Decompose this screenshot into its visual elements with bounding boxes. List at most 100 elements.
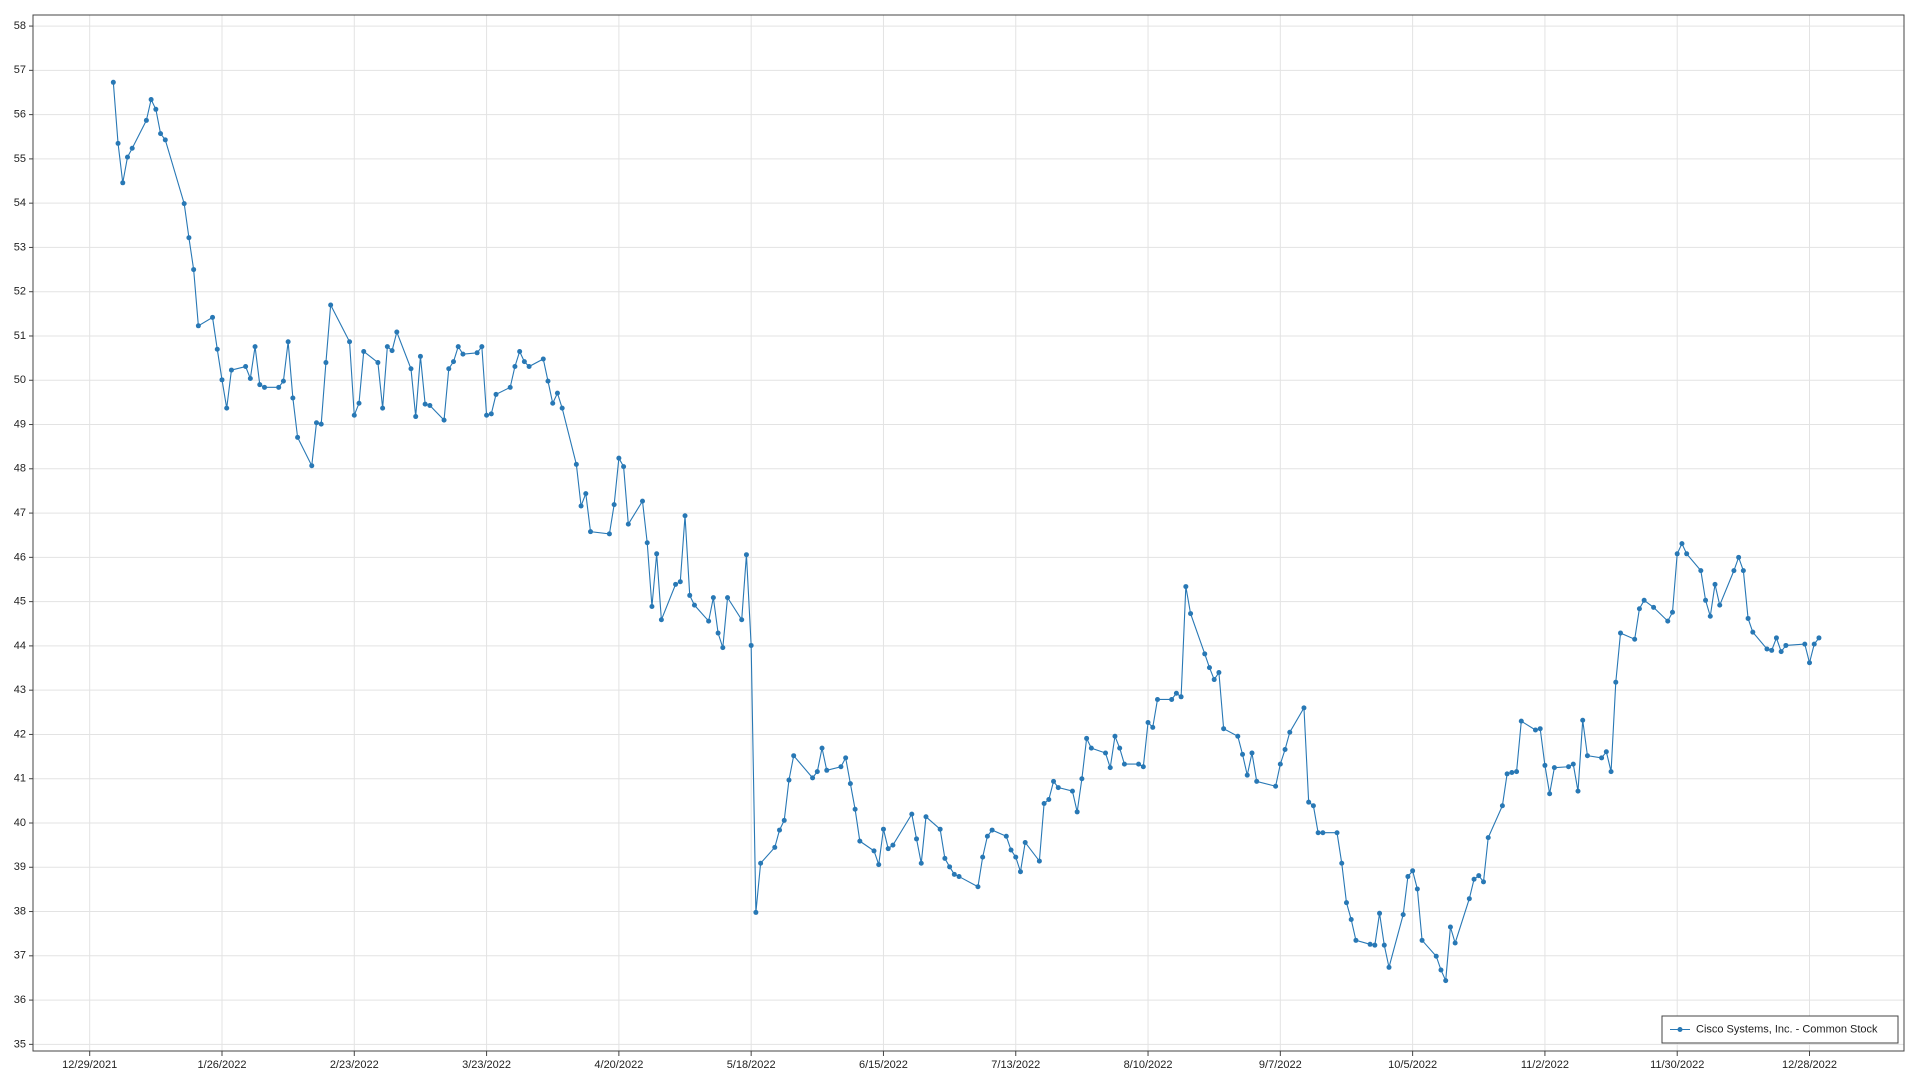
data-point	[1679, 541, 1685, 547]
data-point	[753, 909, 759, 915]
data-point	[1282, 746, 1288, 752]
data-point	[550, 400, 556, 406]
data-point	[715, 630, 721, 636]
y-tick-label: 54	[14, 197, 26, 209]
y-tick-label: 41	[14, 773, 26, 785]
x-tick-label: 6/15/2022	[859, 1059, 908, 1071]
data-point	[323, 360, 329, 366]
data-point	[228, 367, 234, 373]
x-tick-label: 2/23/2022	[330, 1059, 379, 1071]
y-tick-label: 46	[14, 551, 26, 563]
data-point	[162, 137, 168, 143]
data-point	[422, 401, 428, 407]
data-point	[923, 814, 929, 820]
data-point	[474, 350, 480, 356]
data-point	[1173, 690, 1179, 696]
data-point	[781, 817, 787, 823]
x-tick-label: 7/13/2022	[991, 1059, 1040, 1071]
data-point	[1698, 568, 1704, 574]
data-point	[1051, 778, 1057, 784]
data-point	[975, 884, 981, 890]
data-point	[677, 579, 683, 585]
y-tick-label: 47	[14, 507, 26, 519]
data-point	[611, 502, 617, 508]
data-point	[380, 405, 386, 411]
data-point	[1008, 847, 1014, 853]
data-point	[725, 595, 731, 601]
data-point	[384, 344, 390, 350]
data-point	[644, 540, 650, 546]
data-point	[1504, 771, 1510, 777]
data-point	[1485, 835, 1491, 841]
data-point	[706, 618, 712, 624]
data-point	[980, 854, 986, 860]
data-point	[1476, 873, 1482, 879]
data-point	[1244, 772, 1250, 778]
data-point	[1802, 641, 1808, 647]
data-point	[1651, 604, 1657, 610]
data-point	[786, 777, 792, 783]
y-tick-label: 58	[14, 20, 26, 32]
data-point	[748, 642, 754, 648]
grid	[33, 15, 1904, 1051]
data-point	[1599, 755, 1605, 761]
data-point	[852, 806, 858, 812]
data-point	[1532, 727, 1538, 733]
x-tick-label: 1/26/2022	[198, 1059, 247, 1071]
data-point	[758, 860, 764, 866]
data-point	[526, 364, 532, 370]
data-point	[777, 827, 783, 833]
y-tick-label: 35	[14, 1038, 26, 1050]
data-point	[1740, 568, 1746, 574]
data-point	[1079, 776, 1085, 782]
data-point	[1580, 717, 1586, 723]
data-point	[1178, 694, 1184, 700]
data-point	[313, 420, 319, 426]
data-point	[347, 339, 353, 345]
data-point	[1377, 910, 1383, 916]
data-point	[521, 359, 527, 365]
data-point	[1372, 942, 1378, 948]
data-point	[1003, 833, 1009, 839]
data-point	[417, 353, 423, 359]
data-point	[876, 862, 882, 868]
x-tick-label: 3/23/2022	[462, 1059, 511, 1071]
data-point	[1731, 568, 1737, 574]
data-point	[493, 391, 499, 397]
y-tick-label: 57	[14, 64, 26, 76]
data-point	[120, 180, 126, 186]
data-point	[1154, 696, 1160, 702]
data-point	[1041, 801, 1047, 807]
data-point	[682, 513, 688, 519]
y-tick-label: 40	[14, 817, 26, 829]
x-tick-label: 9/7/2022	[1259, 1059, 1302, 1071]
data-point	[810, 775, 816, 781]
data-point	[1221, 726, 1227, 732]
data-point	[460, 351, 466, 357]
data-point	[1046, 797, 1052, 803]
data-point	[488, 411, 494, 417]
legend: Cisco Systems, Inc. - Common Stock	[1661, 1015, 1899, 1044]
data-point	[110, 79, 116, 85]
y-tick-label: 49	[14, 418, 26, 430]
data-point	[1613, 679, 1619, 685]
y-tick-label: 39	[14, 861, 26, 873]
data-point	[210, 314, 216, 320]
data-point	[814, 769, 820, 775]
data-point	[1537, 726, 1543, 732]
data-point	[1320, 830, 1326, 836]
data-point	[914, 836, 920, 842]
data-point	[1773, 635, 1779, 641]
data-point	[1745, 615, 1751, 621]
data-point	[1414, 886, 1420, 892]
data-point	[1717, 602, 1723, 608]
data-point	[1514, 769, 1520, 775]
data-point	[909, 811, 915, 817]
data-point	[247, 375, 253, 381]
data-point	[1669, 609, 1675, 615]
data-point	[1017, 869, 1023, 875]
data-point	[295, 434, 301, 440]
data-point	[984, 833, 990, 839]
data-point	[1764, 646, 1770, 652]
